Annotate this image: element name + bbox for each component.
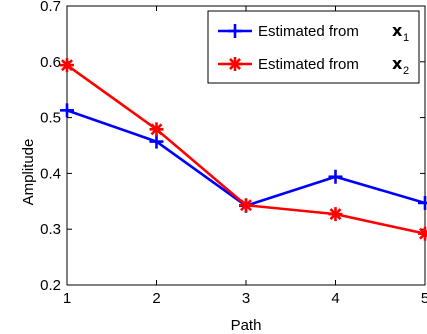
legend-variable: x [392, 21, 403, 40]
data-point [328, 207, 343, 222]
data-point [60, 58, 74, 73]
x-tick-label: 4 [331, 290, 339, 307]
y-tick-label: 0.6 [40, 54, 61, 71]
legend-item: Estimated from x 1 [218, 21, 409, 44]
series-group [60, 58, 427, 241]
x-tick-label: 3 [242, 290, 250, 307]
y-axis-label: Amplitude [20, 139, 37, 206]
data-point [239, 198, 253, 213]
x-tick-label: 1 [63, 290, 71, 307]
data-point [149, 122, 164, 137]
legend-label: Estimated from [258, 56, 359, 73]
x-tick-label: 5 [421, 290, 427, 307]
data-point [149, 134, 164, 149]
legend-marker [228, 24, 242, 38]
series-2 [60, 58, 427, 241]
y-tick-label: 0.5 [40, 110, 61, 127]
y-tick-label: 0.7 [40, 0, 61, 15]
data-point [418, 226, 427, 241]
y-tick-label: 0.3 [40, 221, 61, 238]
data-point [60, 103, 74, 118]
legend-variable: x [392, 54, 403, 73]
y-tick-label: 0.4 [40, 165, 61, 182]
legend-subscript: 1 [403, 32, 409, 44]
legend-label: Estimated from [258, 23, 359, 40]
legend-box [207, 10, 420, 84]
legend-marker [228, 57, 242, 71]
data-point [328, 169, 343, 184]
data-point [418, 195, 427, 210]
legend-subscript: 2 [403, 65, 409, 77]
x-axis-label: Path [231, 317, 262, 334]
y-tick-label: 0.2 [40, 277, 61, 294]
legend-item: Estimated from x 2 [218, 54, 409, 77]
x-tick-label: 2 [152, 290, 160, 307]
tick-labels: 1 2 3 4 5 0.2 0.3 0.4 0.5 0.6 0.7 [40, 0, 427, 307]
